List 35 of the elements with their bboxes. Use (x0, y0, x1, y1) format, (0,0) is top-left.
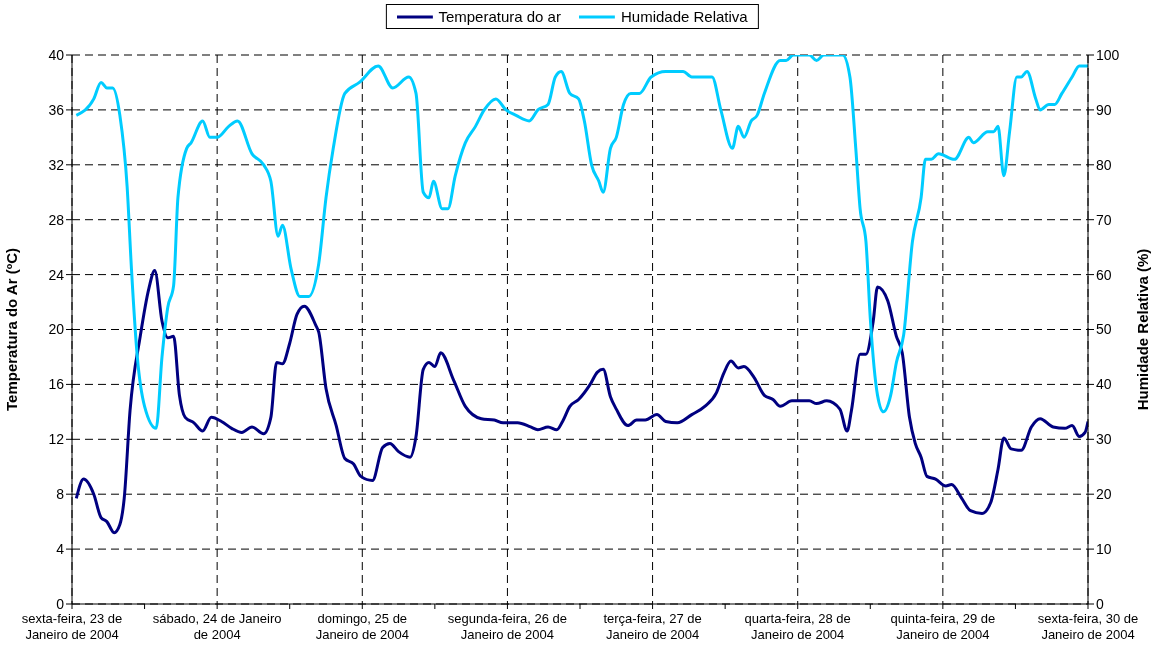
y2-tick-label: 60 (1096, 266, 1112, 283)
legend-label: Humidade Relativa (620, 8, 748, 25)
y-tick-label: 16 (48, 376, 65, 393)
y-tick-label: 0 (56, 595, 65, 612)
y2-tick-label: 100 (1096, 46, 1120, 63)
x-tick-label: quinta-feira, 29 de Janeiro de 2004 (890, 611, 996, 642)
y-tick-label: 32 (48, 156, 65, 173)
x-tick-label: sábado, 24 de Janeiro de 2004 (152, 611, 282, 642)
y2-tick-label: 10 (1096, 541, 1112, 558)
y-tick-label: 36 (48, 101, 65, 118)
y2-tick-label: 20 (1096, 486, 1112, 503)
y2-axis-title: Humidade Relativa (%) (1134, 248, 1152, 411)
x-tick-label: quarta-feira, 28 de Janeiro de 2004 (744, 611, 851, 642)
y-tick-label: 4 (56, 541, 65, 558)
y2-tick-label: 30 (1096, 431, 1112, 448)
y-tick-label: 8 (56, 486, 65, 503)
y2-tick-label: 50 (1096, 321, 1112, 338)
y2-tick-label: 80 (1096, 156, 1112, 173)
y2-tick-label: 90 (1096, 101, 1112, 118)
y2-tick-label: 70 (1096, 211, 1112, 228)
x-tick-label: sexta-feira, 30 de Janeiro de 2004 (1037, 611, 1139, 642)
x-tick-label: domingo, 25 de Janeiro de 2004 (315, 611, 409, 642)
y-tick-label: 20 (48, 321, 65, 338)
y-axis-title: Temperatura do Ar (ºC) (3, 248, 21, 411)
line-series (74, 268, 1088, 535)
x-tick-label: sexta-feira, 23 de Janeiro de 2004 (21, 611, 123, 642)
y2-tick-label: 40 (1096, 376, 1112, 393)
x-tick-label: terça-feira, 27 de Janeiro de 2004 (603, 611, 702, 642)
y2-tick-label: 0 (1096, 595, 1104, 612)
y-tick-label: 24 (48, 266, 65, 283)
y-tick-label: 12 (48, 431, 65, 448)
y-tick-label: 40 (48, 46, 65, 63)
legend-label: Temperatura do ar (438, 8, 561, 25)
x-tick-label: segunda-feira, 26 de Janeiro de 2004 (447, 611, 568, 642)
y-tick-label: 28 (48, 211, 65, 228)
